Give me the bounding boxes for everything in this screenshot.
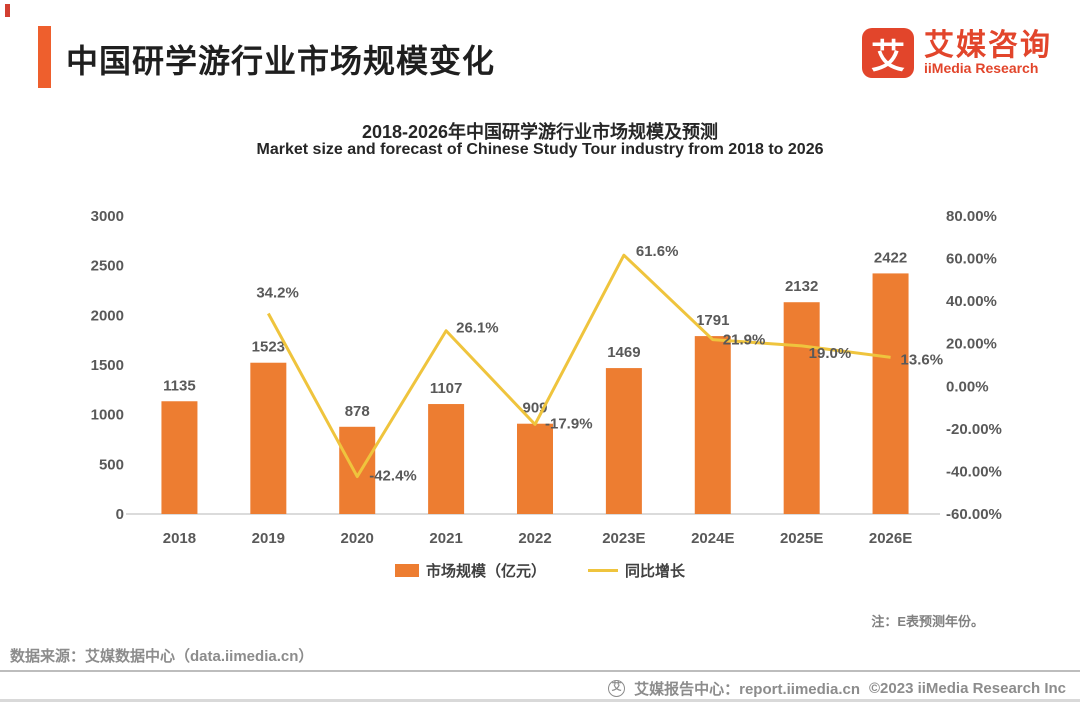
left-axis-tick: 0 [116,506,124,523]
corner-mark [5,4,10,17]
left-axis-tick: 500 [99,456,124,473]
legend-item: 市场规模（亿元） [394,560,546,581]
bar-2024E [694,336,731,514]
right-axis-tick: 80.00% [946,208,997,225]
bar-value-label: 2422 [874,249,907,266]
left-axis-tick: 2000 [91,307,124,324]
iimedia-logo: 艾 艾媒咨询 iiMedia Research [862,28,1052,78]
x-axis-label: 2023E [602,530,645,547]
x-axis-label: 2018 [163,530,196,547]
globe-icon: 艾 [608,679,626,697]
bar-2023E [605,368,642,514]
header: 中国研学游行业市场规模变化 艾 艾媒咨询 iiMedia Research [0,0,1080,100]
left-axis-tick: 3000 [91,208,124,225]
logo-name-cn: 艾媒咨询 [924,28,1052,62]
footer-divider [0,670,1080,672]
growth-point-label: -17.9% [545,415,593,432]
footer: 艾 艾媒报告中心：report.iimedia.cn ©2023 iiMedia… [0,676,1080,699]
report-center-link: 艾媒报告中心：report.iimedia.cn [634,680,860,698]
chart-legend: 市场规模（亿元） 同比增长 [0,560,1080,581]
forecast-note: 注：E表预测年份。 [871,614,984,629]
growth-point-label: -42.4% [369,468,417,485]
bar-value-label: 1469 [607,344,640,361]
right-axis-tick: 60.00% [946,251,997,268]
logo-text: 艾媒咨询 iiMedia Research [924,30,1052,76]
bar-2019 [250,362,287,514]
right-axis-tick: 0.00% [946,378,989,395]
copyright: ©2023 iiMedia Research Inc [869,679,1066,697]
bar-value-label: 2132 [785,278,818,295]
right-axis-tick: 20.00% [946,336,997,353]
bar-2021 [428,404,465,514]
bar-2025E [783,302,820,514]
legend-item: 同比增长 [588,560,685,581]
x-axis-label: 2022 [518,530,551,547]
x-axis-label: 2020 [341,530,374,547]
left-axis-tick: 1000 [91,407,124,424]
growth-point-label: 26.1% [456,320,499,337]
right-axis-tick: 40.00% [946,293,997,310]
right-axis-tick: -60.00% [946,506,1002,523]
x-axis-label: 2025E [780,530,823,547]
legend-label: 市场规模（亿元） [425,563,546,580]
growth-point-label: 21.9% [723,332,766,349]
bar-value-label: 1135 [163,377,196,394]
x-axis-label: 2026E [869,530,912,547]
bar-value-label: 1791 [696,312,729,329]
legend-swatch-square [394,564,419,577]
bar-2026E [872,273,909,514]
x-axis-label: 2024E [691,530,734,547]
bar-2020 [339,426,376,514]
logo-name-en: iiMedia Research [924,60,1039,77]
x-axis-label: 2021 [429,530,462,547]
chart-title: 2018-2026年中国研学游行业市场规模及预测 [361,122,719,142]
growth-line [267,253,891,479]
legend-swatch-line [588,569,618,572]
right-axis-tick: -20.00% [946,421,1002,438]
iimedia-logo-icon: 艾 [862,28,914,78]
right-axis-tick: -40.00% [946,463,1002,480]
growth-point-label: 34.2% [256,284,299,301]
page-title: 中国研学游行业市场规模变化 [66,43,496,79]
title-accent-bar [38,26,51,88]
chart-subtitle: Market size and forecast of Chinese Stud… [256,141,824,158]
x-axis-label: 2019 [252,530,285,547]
bar-value-label: 1107 [430,380,463,397]
growth-point-label: 19.0% [809,345,852,362]
growth-point-label: 13.6% [901,351,944,368]
bar-2018 [161,401,198,514]
data-source: 数据来源：艾媒数据中心（data.iimedia.cn） [10,648,314,665]
left-axis-tick: 2500 [91,258,124,275]
legend-label: 同比增长 [625,563,686,580]
bar-2022 [517,423,553,514]
bar-value-label: 1523 [252,339,285,356]
growth-point-label: 61.6% [636,243,679,260]
bar-value-label: 878 [345,403,370,420]
left-axis-tick: 1500 [91,357,124,374]
